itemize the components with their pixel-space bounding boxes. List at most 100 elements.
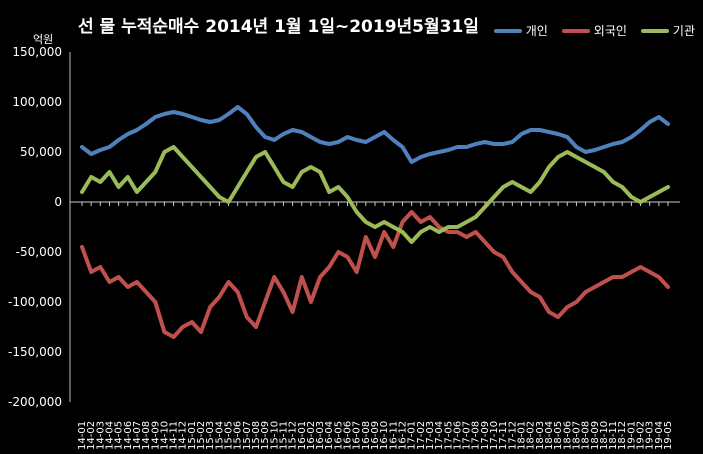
data-point-individual bbox=[419, 155, 423, 159]
x-tick-label: 15-07 bbox=[242, 421, 253, 450]
data-point-individual bbox=[638, 128, 643, 132]
x-tick-label: 18-01 bbox=[517, 421, 528, 450]
data-point-institution bbox=[254, 155, 258, 159]
x-tick-label: 18-03 bbox=[535, 421, 546, 450]
data-point-foreign bbox=[602, 280, 606, 284]
data-point-individual bbox=[153, 115, 157, 119]
data-point-individual bbox=[428, 152, 432, 156]
data-point-individual bbox=[135, 128, 139, 132]
data-point-individual bbox=[162, 112, 167, 116]
data-point-institution bbox=[400, 230, 405, 234]
data-point-institution bbox=[80, 190, 84, 194]
data-point-foreign bbox=[181, 325, 185, 329]
data-point-individual bbox=[199, 118, 203, 122]
x-tick-label: 14-02 bbox=[86, 421, 97, 450]
data-point-institution bbox=[410, 240, 414, 244]
x-tick-label: 16-11 bbox=[388, 421, 399, 450]
data-point-institution bbox=[501, 185, 505, 189]
data-point-foreign bbox=[281, 290, 286, 294]
data-point-institution bbox=[455, 225, 460, 229]
legend-label-individual: 개인 bbox=[525, 24, 548, 38]
data-point-institution bbox=[657, 190, 661, 194]
data-point-institution bbox=[181, 155, 185, 159]
data-point-foreign bbox=[666, 285, 670, 289]
x-tick-label: 15-08 bbox=[251, 421, 262, 450]
legend-item-institution: 기관 bbox=[640, 22, 695, 39]
y-tick-label: -200,000 bbox=[8, 395, 62, 409]
y-tick-label: -150,000 bbox=[8, 345, 62, 359]
data-point-institution bbox=[492, 195, 496, 199]
x-tick-label: 16-08 bbox=[361, 421, 372, 450]
data-point-individual bbox=[181, 112, 185, 116]
data-point-foreign bbox=[492, 250, 496, 254]
x-tick-label: 16-10 bbox=[379, 421, 390, 450]
data-point-foreign bbox=[263, 300, 267, 304]
x-tick-label: 17-12 bbox=[507, 421, 518, 450]
x-tick-label: 15-10 bbox=[269, 421, 280, 450]
x-tick-label: 18-07 bbox=[571, 421, 582, 450]
data-point-foreign bbox=[300, 275, 304, 279]
data-point-foreign bbox=[345, 255, 350, 259]
x-tick-label: 17-09 bbox=[480, 421, 491, 450]
data-point-institution bbox=[117, 185, 121, 189]
x-tick-label: 14-03 bbox=[95, 421, 106, 450]
data-point-individual bbox=[410, 160, 414, 164]
x-tick-label: 15-03 bbox=[205, 421, 216, 450]
x-tick-label: 14-10 bbox=[159, 421, 170, 450]
data-point-institution bbox=[620, 185, 624, 189]
x-tick-label: 16-06 bbox=[343, 421, 354, 450]
data-point-institution bbox=[574, 155, 579, 159]
data-point-individual bbox=[171, 110, 176, 114]
legend: 개인 외국인 기관 bbox=[493, 22, 695, 39]
data-point-foreign bbox=[529, 290, 533, 294]
axes-group: 150,000 100,000 50,000 0 -50,000 -100,000 -150… bbox=[8, 45, 680, 450]
x-tick-label: 17-04 bbox=[434, 421, 445, 450]
data-point-institution bbox=[107, 170, 112, 174]
data-point-individual bbox=[611, 142, 615, 146]
data-point-institution bbox=[556, 155, 560, 159]
x-tick-label: 15-11 bbox=[278, 421, 289, 450]
data-point-individual bbox=[657, 115, 661, 119]
x-tick-label: 17-10 bbox=[489, 421, 500, 450]
x-tick-label: 18-11 bbox=[608, 421, 619, 450]
series-group bbox=[80, 105, 670, 339]
y-tick-label: -50,000 bbox=[16, 245, 62, 259]
x-tick-label: 14-09 bbox=[150, 421, 161, 450]
data-point-individual bbox=[263, 135, 267, 139]
data-point-institution bbox=[538, 180, 542, 184]
data-point-foreign bbox=[519, 280, 524, 284]
data-point-institution bbox=[98, 180, 102, 184]
x-tick-label: 17-05 bbox=[443, 421, 454, 450]
legend-swatch-foreign bbox=[561, 28, 590, 33]
data-point-foreign bbox=[190, 320, 194, 324]
data-point-foreign bbox=[254, 325, 258, 329]
data-point-individual bbox=[547, 130, 551, 134]
x-tick-label: 17-01 bbox=[407, 421, 418, 450]
data-point-institution bbox=[428, 225, 432, 229]
data-point-foreign bbox=[583, 290, 588, 294]
data-point-foreign bbox=[620, 275, 624, 279]
data-point-individual bbox=[437, 150, 441, 154]
x-tick-label: 16-03 bbox=[315, 421, 326, 450]
data-point-individual bbox=[629, 135, 633, 139]
x-tick-label: 14-12 bbox=[178, 421, 189, 450]
legend-item-foreign: 외국인 bbox=[561, 22, 627, 39]
data-point-individual bbox=[345, 135, 350, 139]
data-point-foreign bbox=[648, 270, 652, 274]
chart-title: 선 물 누적순매수 2014년 1월 1일~2019년5월31일 bbox=[78, 17, 479, 37]
data-point-individual bbox=[648, 120, 652, 124]
data-point-institution bbox=[153, 170, 157, 174]
data-point-individual bbox=[236, 105, 240, 109]
x-tick-label: 14-06 bbox=[123, 421, 134, 450]
data-point-institution bbox=[217, 195, 221, 199]
x-tick-label: 16-07 bbox=[352, 421, 363, 450]
x-tick-label: 16-09 bbox=[370, 421, 381, 450]
data-point-foreign bbox=[593, 285, 597, 289]
x-tick-label: 19-04 bbox=[654, 421, 665, 450]
data-point-individual bbox=[400, 145, 405, 149]
data-point-foreign bbox=[410, 210, 414, 214]
y-tick-label: 100,000 bbox=[12, 95, 62, 109]
data-point-institution bbox=[583, 160, 588, 164]
data-point-foreign bbox=[117, 275, 121, 279]
